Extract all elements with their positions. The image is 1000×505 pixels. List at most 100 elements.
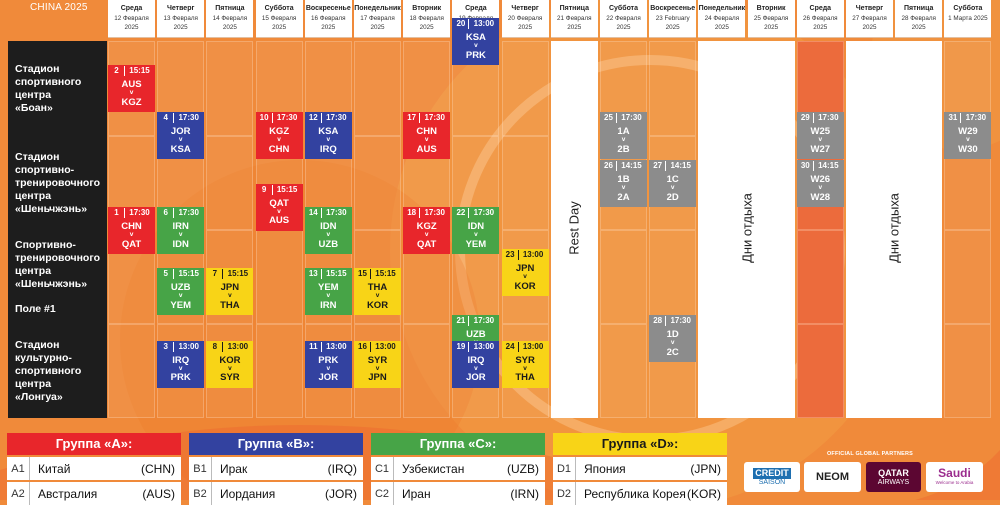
group-table-d: Группа «D»: D1 Япония (JPN) D2 Республика Кор… (553, 433, 727, 505)
grid-cell (600, 324, 647, 418)
venue-label: Стадион спортивного центра «Боан» (8, 41, 107, 136)
date-header: Понедельник 24 Февраля 2025 (698, 0, 746, 38)
match-time: 17:30 (468, 316, 499, 327)
date-label: 15 Февраля 2025 (261, 15, 297, 31)
match-number: 9 (256, 184, 272, 195)
venue-name-line: центра (15, 88, 52, 101)
match-header: 22 17:30 (452, 207, 500, 219)
match-number: 14 (305, 208, 321, 218)
match-card[interactable]: 6 17:30 IRN v IDN (157, 207, 205, 254)
match-time: 13:00 (222, 341, 253, 352)
versus-mark: v (326, 231, 331, 238)
versus-mark: v (621, 136, 626, 143)
match-card[interactable]: 1 17:30 CHN v QAT (108, 207, 155, 254)
match-card[interactable]: 18 17:30 KGZ v QAT (403, 207, 451, 254)
match-card[interactable]: 2 15:15 AUS v KGZ (108, 65, 155, 112)
match-card[interactable]: 13 15:15 YEM v IRN (304, 268, 352, 316)
match-time: 17:30 (173, 208, 204, 218)
versus-mark: v (129, 89, 134, 96)
match-card[interactable]: 9 15:15 QAT v AUS (255, 183, 303, 231)
group-table-a: Группа «А»: A1 Китай (CHN) A2 Австралия (AUS) (7, 433, 181, 505)
match-card[interactable]: 7 15:15 JPN v THA (206, 268, 254, 316)
match-time: 17:30 (419, 113, 450, 123)
match-header: 29 17:30 (796, 112, 844, 124)
match-card[interactable]: 29 17:30 W25 v W27 (796, 112, 844, 159)
away-team: JOR (318, 372, 339, 384)
match-card[interactable]: 23 13:00 JPN v KOR (501, 249, 549, 297)
team-name: Австралия (38, 486, 98, 501)
grid-cell (796, 230, 844, 324)
away-team: IRQ (319, 143, 337, 155)
match-card[interactable]: 20 13:00 KSA v PRK (452, 18, 500, 65)
weekday-label: Суббота (264, 5, 294, 12)
versus-mark: v (375, 364, 380, 372)
venue-name-line: центра (15, 189, 52, 202)
match-card[interactable]: 14 17:30 IDN v UZB (304, 207, 352, 254)
match-number: 31 (945, 113, 961, 123)
match-card[interactable]: 4 17:30 JOR v KSA (157, 112, 205, 159)
match-card[interactable]: 11 13:00 PRK v JOR (304, 340, 352, 388)
versus-mark: v (474, 231, 478, 238)
home-team: PRK (318, 354, 339, 366)
match-number: 2 (109, 66, 124, 76)
match-header: 11 13:00 (304, 340, 352, 353)
date-header: Четверг 20 Февраля 2025 (501, 0, 549, 38)
versus-mark: v (818, 184, 823, 191)
match-card[interactable]: 26 14:15 1B v 2A (600, 160, 647, 207)
home-team: KOR (219, 354, 241, 366)
home-team: SYR (515, 354, 535, 366)
versus-mark: v (670, 184, 675, 191)
weekday-label: Четверг (855, 5, 884, 12)
date-label: 13 Февраля 2025 (163, 15, 198, 31)
match-card[interactable]: 28 17:30 1D v 2C (649, 315, 697, 363)
match-card[interactable]: 25 17:30 1A v 2B (600, 112, 647, 159)
match-header: 24 13:00 (501, 340, 549, 353)
match-card[interactable]: 8 13:00 KOR v SYR (206, 340, 254, 388)
versus-mark: v (474, 42, 478, 49)
brand-label: CHINA 2025 (30, 2, 88, 13)
match-time: 15:15 (370, 269, 400, 280)
date-label: 1 Марта 2025 (948, 15, 988, 22)
venue-label: Стадион спортивно-тренировочного центра «Ше… (8, 136, 107, 230)
match-card[interactable]: 10 17:30 KGZ v CHN (255, 112, 303, 159)
match-card[interactable]: 24 13:00 SYR v THA (501, 340, 549, 388)
match-header: 20 13:00 (452, 18, 500, 30)
match-time: 13:00 (370, 341, 400, 352)
venue-name-line: «Шеньчжэнь» (15, 277, 88, 290)
match-header: 7 15:15 (206, 268, 254, 281)
grid-cell (649, 41, 697, 136)
home-team: 1D (666, 329, 679, 341)
venue-name-line: культурно- (15, 351, 72, 364)
match-time: 17:30 (173, 113, 204, 123)
versus-mark: v (326, 364, 331, 372)
away-team: QAT (121, 238, 142, 250)
versus-mark: v (523, 364, 527, 372)
match-card[interactable]: 31 17:30 W29 v W30 (944, 112, 992, 159)
match-card[interactable]: 5 15:15 UZB v YEM (157, 268, 205, 316)
match-card[interactable]: 22 17:30 IDN v YEM (452, 207, 500, 254)
match-number: 12 (305, 113, 321, 123)
match-card[interactable]: 12 17:30 KSA v IRQ (304, 112, 352, 159)
match-card[interactable]: 16 13:00 SYR v JPN (354, 340, 401, 388)
match-card[interactable]: 15 15:15 THA v KOR (354, 268, 401, 316)
match-card[interactable]: 27 14:15 1C v 2D (649, 160, 697, 207)
match-header: 15 15:15 (354, 268, 401, 281)
logo-line: AIRWAYS (877, 478, 910, 486)
date-header: Среда 26 Февраля 2025 (796, 0, 844, 38)
grid-cell (944, 324, 992, 418)
away-team: SYR (220, 372, 240, 384)
away-team: KSA (170, 143, 191, 155)
away-team: YEM (170, 299, 191, 311)
match-card[interactable]: 30 14:15 W26 v W28 (796, 160, 844, 207)
match-card[interactable]: 3 13:00 IRQ v PRK (157, 340, 205, 388)
home-team: W26 (810, 174, 831, 185)
venue-name-line: «Лонгуа» (15, 390, 63, 403)
away-team: KOR (366, 299, 389, 311)
venue-name-line: тренировочного (15, 176, 100, 189)
away-team: KGZ (121, 96, 142, 108)
match-card[interactable]: 17 17:30 CHN v AUS (403, 112, 451, 159)
match-card[interactable]: 19 13:00 IRQ v JOR (452, 340, 500, 388)
away-team: W27 (810, 143, 831, 155)
rest-day-column (846, 41, 943, 418)
date-header: Суббота 1 Марта 2025 (944, 0, 992, 38)
